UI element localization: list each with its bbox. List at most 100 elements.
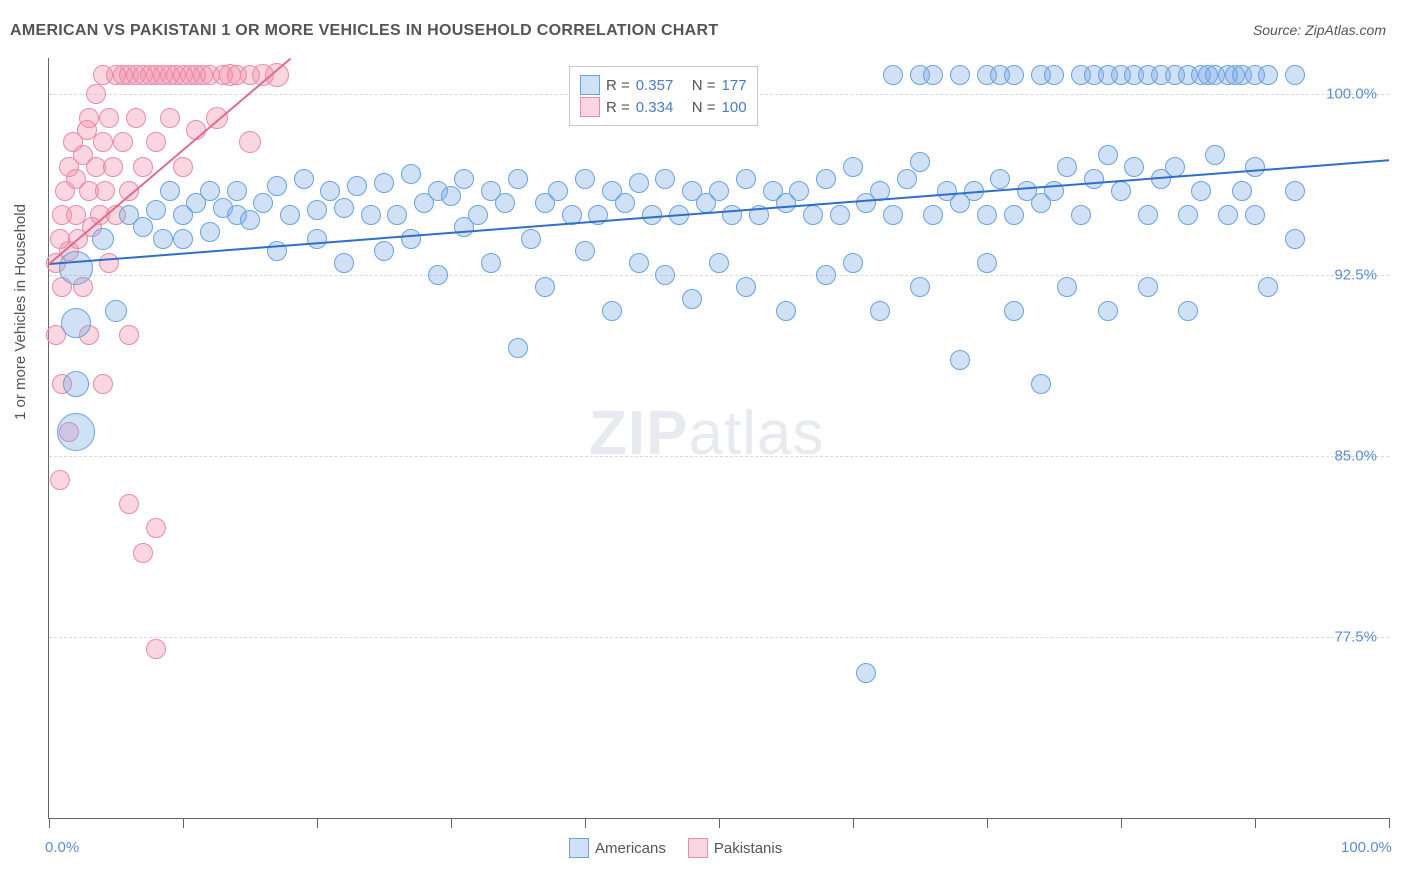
- data-point: [468, 205, 488, 225]
- legend-correlation: R =0.357N =177R =0.334N =100: [569, 66, 758, 126]
- data-point: [160, 108, 180, 128]
- data-point: [113, 132, 133, 152]
- data-point: [1205, 145, 1225, 165]
- data-point: [736, 277, 756, 297]
- data-point: [575, 169, 595, 189]
- legend-item: Americans: [569, 838, 666, 858]
- data-point: [1057, 277, 1077, 297]
- data-point: [1111, 181, 1131, 201]
- data-point: [173, 229, 193, 249]
- watermark-rest: atlas: [688, 399, 824, 468]
- data-point: [495, 193, 515, 213]
- data-point: [1098, 301, 1118, 321]
- x-tick: [317, 818, 318, 828]
- data-point: [428, 265, 448, 285]
- data-point: [253, 193, 273, 213]
- data-point: [1191, 181, 1211, 201]
- data-point: [103, 157, 123, 177]
- x-tick-label: 0.0%: [45, 839, 79, 856]
- data-point: [133, 157, 153, 177]
- data-point: [50, 470, 70, 490]
- y-tick-label: 100.0%: [1326, 86, 1377, 103]
- data-point: [146, 639, 166, 659]
- data-point: [401, 164, 421, 184]
- swatch-icon: [688, 838, 708, 858]
- data-point: [655, 169, 675, 189]
- data-point: [320, 181, 340, 201]
- n-label: N =: [692, 77, 716, 94]
- data-point: [307, 229, 327, 249]
- data-point: [334, 198, 354, 218]
- data-point: [294, 169, 314, 189]
- chart-title: AMERICAN VS PAKISTANI 1 OR MORE VEHICLES…: [10, 22, 718, 40]
- data-point: [1138, 277, 1158, 297]
- data-point: [63, 371, 89, 397]
- data-point: [548, 181, 568, 201]
- x-tick: [49, 818, 50, 828]
- data-point: [374, 173, 394, 193]
- data-point: [1004, 65, 1024, 85]
- data-point: [990, 169, 1010, 189]
- legend-item: Pakistanis: [688, 838, 782, 858]
- data-point: [1004, 205, 1024, 225]
- data-point: [910, 152, 930, 172]
- data-point: [1258, 65, 1278, 85]
- data-point: [1258, 277, 1278, 297]
- data-point: [105, 300, 127, 322]
- data-point: [816, 265, 836, 285]
- data-point: [521, 229, 541, 249]
- data-point: [200, 181, 220, 201]
- data-point: [508, 338, 528, 358]
- data-point: [387, 205, 407, 225]
- data-point: [682, 289, 702, 309]
- data-point: [789, 181, 809, 201]
- gridline: [49, 275, 1389, 276]
- data-point: [347, 176, 367, 196]
- data-point: [95, 181, 115, 201]
- data-point: [119, 325, 139, 345]
- data-point: [1178, 301, 1198, 321]
- data-point: [227, 181, 247, 201]
- data-point: [722, 205, 742, 225]
- data-point: [736, 169, 756, 189]
- data-point: [615, 193, 635, 213]
- data-point: [454, 169, 474, 189]
- data-point: [1245, 205, 1265, 225]
- swatch-icon: [569, 838, 589, 858]
- plot-area: ZIPatlas 77.5%85.0%92.5%100.0%0.0%100.0%…: [48, 58, 1389, 819]
- gridline: [49, 637, 1389, 638]
- data-point: [374, 241, 394, 261]
- data-point: [160, 181, 180, 201]
- data-point: [1165, 157, 1185, 177]
- data-point: [146, 518, 166, 538]
- r-label: R =: [606, 77, 630, 94]
- y-tick-label: 92.5%: [1334, 267, 1377, 284]
- swatch-icon: [580, 75, 600, 95]
- data-point: [153, 229, 173, 249]
- data-point: [481, 253, 501, 273]
- n-label: N =: [692, 99, 716, 116]
- data-point: [1138, 205, 1158, 225]
- legend-row: R =0.334N =100: [580, 97, 747, 117]
- data-point: [977, 205, 997, 225]
- x-tick: [987, 818, 988, 828]
- data-point: [803, 205, 823, 225]
- data-point: [1124, 157, 1144, 177]
- x-tick: [1121, 818, 1122, 828]
- data-point: [870, 301, 890, 321]
- data-point: [535, 277, 555, 297]
- n-value: 100: [722, 99, 747, 116]
- data-point: [57, 413, 95, 451]
- data-point: [133, 217, 153, 237]
- data-point: [629, 253, 649, 273]
- data-point: [883, 205, 903, 225]
- data-point: [334, 253, 354, 273]
- x-tick: [585, 818, 586, 828]
- data-point: [239, 131, 261, 153]
- data-point: [923, 65, 943, 85]
- data-point: [61, 308, 91, 338]
- x-tick-label: 100.0%: [1341, 839, 1392, 856]
- data-point: [401, 229, 421, 249]
- data-point: [1044, 65, 1064, 85]
- data-point: [830, 205, 850, 225]
